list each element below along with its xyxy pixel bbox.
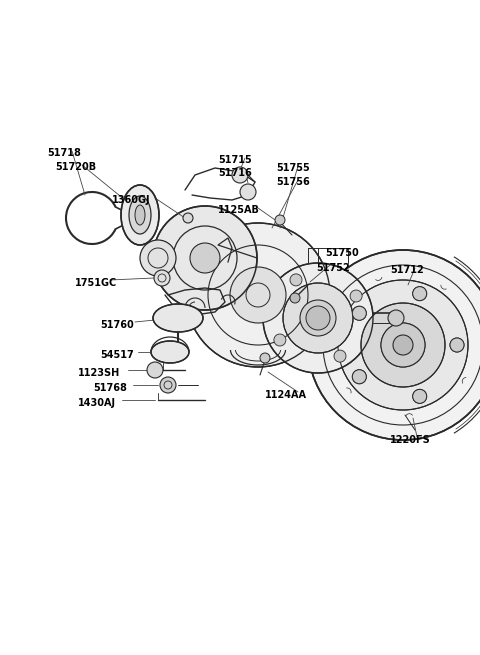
Circle shape: [160, 377, 176, 393]
Circle shape: [230, 267, 286, 323]
Circle shape: [450, 338, 464, 352]
Text: 51755: 51755: [276, 163, 310, 173]
Circle shape: [190, 243, 220, 273]
Ellipse shape: [121, 185, 159, 245]
Text: 51720B: 51720B: [55, 162, 96, 172]
Text: 1430AJ: 1430AJ: [78, 398, 116, 408]
Circle shape: [153, 206, 257, 310]
Text: 1124AA: 1124AA: [265, 390, 307, 400]
Text: 1125AB: 1125AB: [218, 205, 260, 215]
Circle shape: [350, 290, 362, 302]
Text: 54517: 54517: [100, 350, 134, 360]
Text: 51715: 51715: [218, 155, 252, 165]
Circle shape: [393, 335, 413, 355]
Text: 51752: 51752: [316, 263, 350, 273]
Text: 1360GJ: 1360GJ: [112, 195, 151, 205]
Circle shape: [308, 250, 480, 440]
Circle shape: [186, 223, 330, 367]
Circle shape: [240, 184, 256, 200]
Text: 51716: 51716: [218, 168, 252, 178]
Circle shape: [260, 353, 270, 363]
Circle shape: [334, 350, 346, 362]
Circle shape: [300, 300, 336, 336]
Circle shape: [381, 323, 425, 367]
Circle shape: [361, 303, 445, 387]
Circle shape: [154, 270, 170, 286]
Circle shape: [352, 307, 366, 320]
Circle shape: [283, 283, 353, 353]
Circle shape: [413, 287, 427, 301]
Circle shape: [413, 389, 427, 403]
Ellipse shape: [135, 205, 145, 225]
Circle shape: [290, 274, 302, 286]
Circle shape: [232, 167, 248, 183]
Circle shape: [306, 306, 330, 330]
Circle shape: [140, 240, 176, 276]
Text: 51750: 51750: [325, 248, 359, 258]
Ellipse shape: [151, 341, 189, 363]
Text: 51712: 51712: [390, 265, 424, 275]
Text: 51718: 51718: [47, 148, 81, 158]
Text: 1123SH: 1123SH: [78, 368, 120, 378]
Circle shape: [352, 369, 366, 384]
Circle shape: [388, 310, 404, 326]
Circle shape: [275, 215, 285, 225]
Ellipse shape: [129, 196, 151, 234]
Circle shape: [147, 362, 163, 378]
Circle shape: [183, 213, 193, 223]
Text: 51768: 51768: [93, 383, 127, 393]
Text: 1751GC: 1751GC: [75, 278, 117, 288]
Circle shape: [338, 280, 468, 410]
Text: 51756: 51756: [276, 177, 310, 187]
Circle shape: [263, 263, 373, 373]
Ellipse shape: [153, 304, 203, 332]
Text: 1220FS: 1220FS: [390, 435, 431, 445]
Circle shape: [274, 334, 286, 346]
Circle shape: [290, 293, 300, 303]
Text: 51760: 51760: [100, 320, 134, 330]
